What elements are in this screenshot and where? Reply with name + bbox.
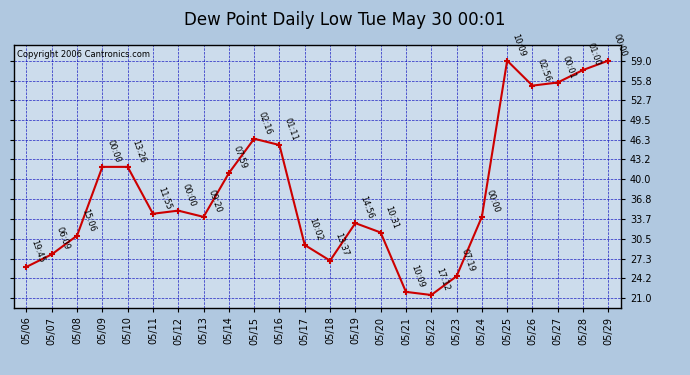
Text: 00:00: 00:00: [105, 139, 121, 164]
Text: 13:37: 13:37: [333, 232, 350, 258]
Text: 13:26: 13:26: [130, 138, 147, 164]
Text: 11:55: 11:55: [156, 186, 172, 211]
Text: 10:09: 10:09: [408, 264, 425, 289]
Text: 19:45: 19:45: [29, 239, 46, 264]
Text: 10:02: 10:02: [308, 217, 324, 242]
Text: 00:00: 00:00: [181, 183, 197, 208]
Text: Copyright 2006 Cantronics.com: Copyright 2006 Cantronics.com: [17, 50, 150, 59]
Text: 10:09: 10:09: [510, 33, 526, 58]
Text: 01:11: 01:11: [282, 117, 299, 142]
Text: 00:00: 00:00: [484, 189, 501, 214]
Text: 09:20: 09:20: [206, 189, 223, 214]
Text: Dew Point Daily Low Tue May 30 00:01: Dew Point Daily Low Tue May 30 00:01: [184, 11, 506, 29]
Text: 10:31: 10:31: [384, 204, 400, 230]
Text: 00:01: 00:01: [560, 54, 577, 80]
Text: 17:12: 17:12: [434, 267, 451, 292]
Text: 06:09: 06:09: [55, 226, 71, 252]
Text: 02:56: 02:56: [535, 57, 552, 83]
Text: 07:19: 07:19: [460, 248, 476, 273]
Text: 01:00: 01:00: [586, 42, 602, 67]
Text: 00:00: 00:00: [611, 33, 628, 58]
Text: 02:16: 02:16: [257, 111, 273, 136]
Text: 14:56: 14:56: [358, 195, 375, 220]
Text: 15:06: 15:06: [80, 207, 97, 233]
Text: 07:59: 07:59: [232, 145, 248, 170]
